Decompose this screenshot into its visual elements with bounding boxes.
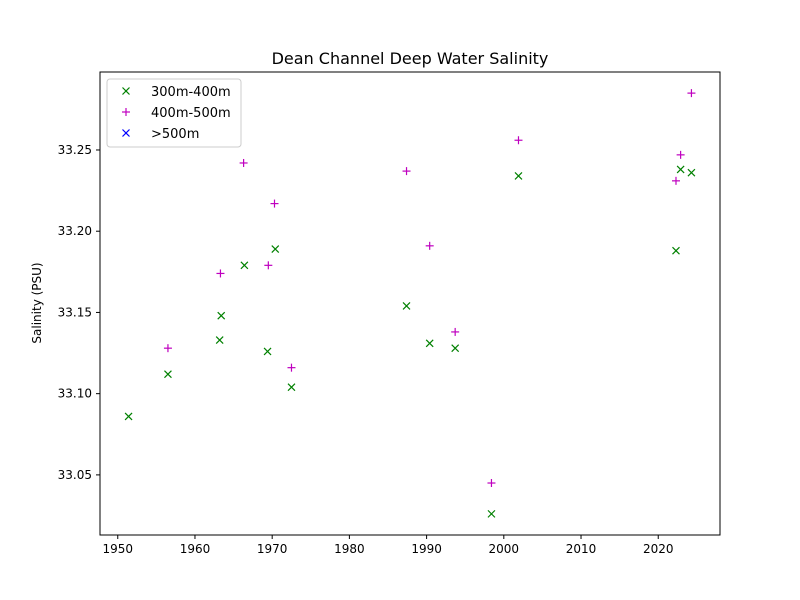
data-point-300m-400m [217, 311, 226, 320]
data-point-300m-400m [514, 172, 523, 180]
y-axis: 33.05 33.10 33.15 33.20 33.25 [58, 143, 100, 482]
data-point-300m-400m [425, 339, 434, 348]
data-point-400m-500m [239, 158, 248, 167]
y-tick-label: 33.15 [58, 305, 92, 319]
data-point-300m-400m [487, 509, 496, 518]
legend-box [106, 78, 242, 148]
data-point-400m-500m [216, 269, 225, 278]
y-tick-label: 33.05 [58, 468, 92, 482]
data-point-300m-400m [240, 261, 249, 270]
data-point-400m-500m [287, 363, 296, 372]
data-point-300m-400m [451, 344, 460, 353]
legend-marker [122, 87, 130, 95]
legend-marker [122, 129, 130, 137]
x-tick-label: 1970 [257, 542, 288, 556]
data-point-400m-500m [402, 167, 411, 176]
x-tick-label: 1960 [180, 542, 211, 556]
data-point-400m-500m [425, 241, 434, 250]
data-point-400m-500m [264, 261, 273, 270]
chart-title: Dean Channel Deep Water Salinity [272, 49, 549, 68]
y-tick-label: 33.10 [58, 387, 92, 401]
data-point-400m-500m [671, 176, 680, 185]
y-axis-label: Salinity (PSU) [30, 262, 44, 343]
data-point-400m-500m [487, 479, 496, 488]
x-tick-label: 1980 [334, 542, 365, 556]
data-point-300m-400m [287, 383, 296, 392]
data-point-300m-400m [672, 246, 680, 255]
data-point-300m-400m [271, 245, 280, 254]
data-point-300m-400m [215, 336, 224, 344]
legend-label: >500m [151, 127, 199, 142]
x-tick-label: 2000 [489, 542, 520, 556]
plot-area [100, 72, 720, 535]
axes-frame [99, 71, 721, 536]
x-axis: 1950 1960 1970 1980 1990 2000 2010 2020 [102, 535, 674, 556]
x-tick-label: 1950 [102, 542, 133, 556]
data-point-400m-500m [514, 136, 523, 145]
y-tick-label: 33.25 [58, 143, 92, 157]
data-point-400m-500m [687, 89, 696, 98]
y-tick-label: 33.20 [58, 224, 92, 238]
data-point-400m-500m [451, 327, 460, 336]
data-point-400m-500m [163, 344, 172, 353]
legend-label: 400m-500m [151, 106, 231, 121]
x-tick-label: 2020 [643, 542, 674, 556]
data-marks [124, 89, 696, 518]
data-point-300m-400m [164, 370, 172, 379]
legend: 300m-400m 400m-500m >500m [106, 78, 242, 148]
legend-marker [122, 108, 130, 116]
x-tick-label: 2010 [566, 542, 597, 556]
legend-label: 300m-400m [151, 85, 231, 100]
data-point-300m-400m [687, 168, 696, 177]
data-point-300m-400m [676, 165, 685, 174]
data-point-300m-400m [124, 412, 133, 421]
data-point-400m-500m [676, 150, 685, 159]
data-point-300m-400m [263, 347, 272, 356]
data-point-300m-400m [402, 302, 411, 310]
data-point-400m-500m [270, 199, 279, 208]
x-tick-label: 1990 [411, 542, 442, 556]
